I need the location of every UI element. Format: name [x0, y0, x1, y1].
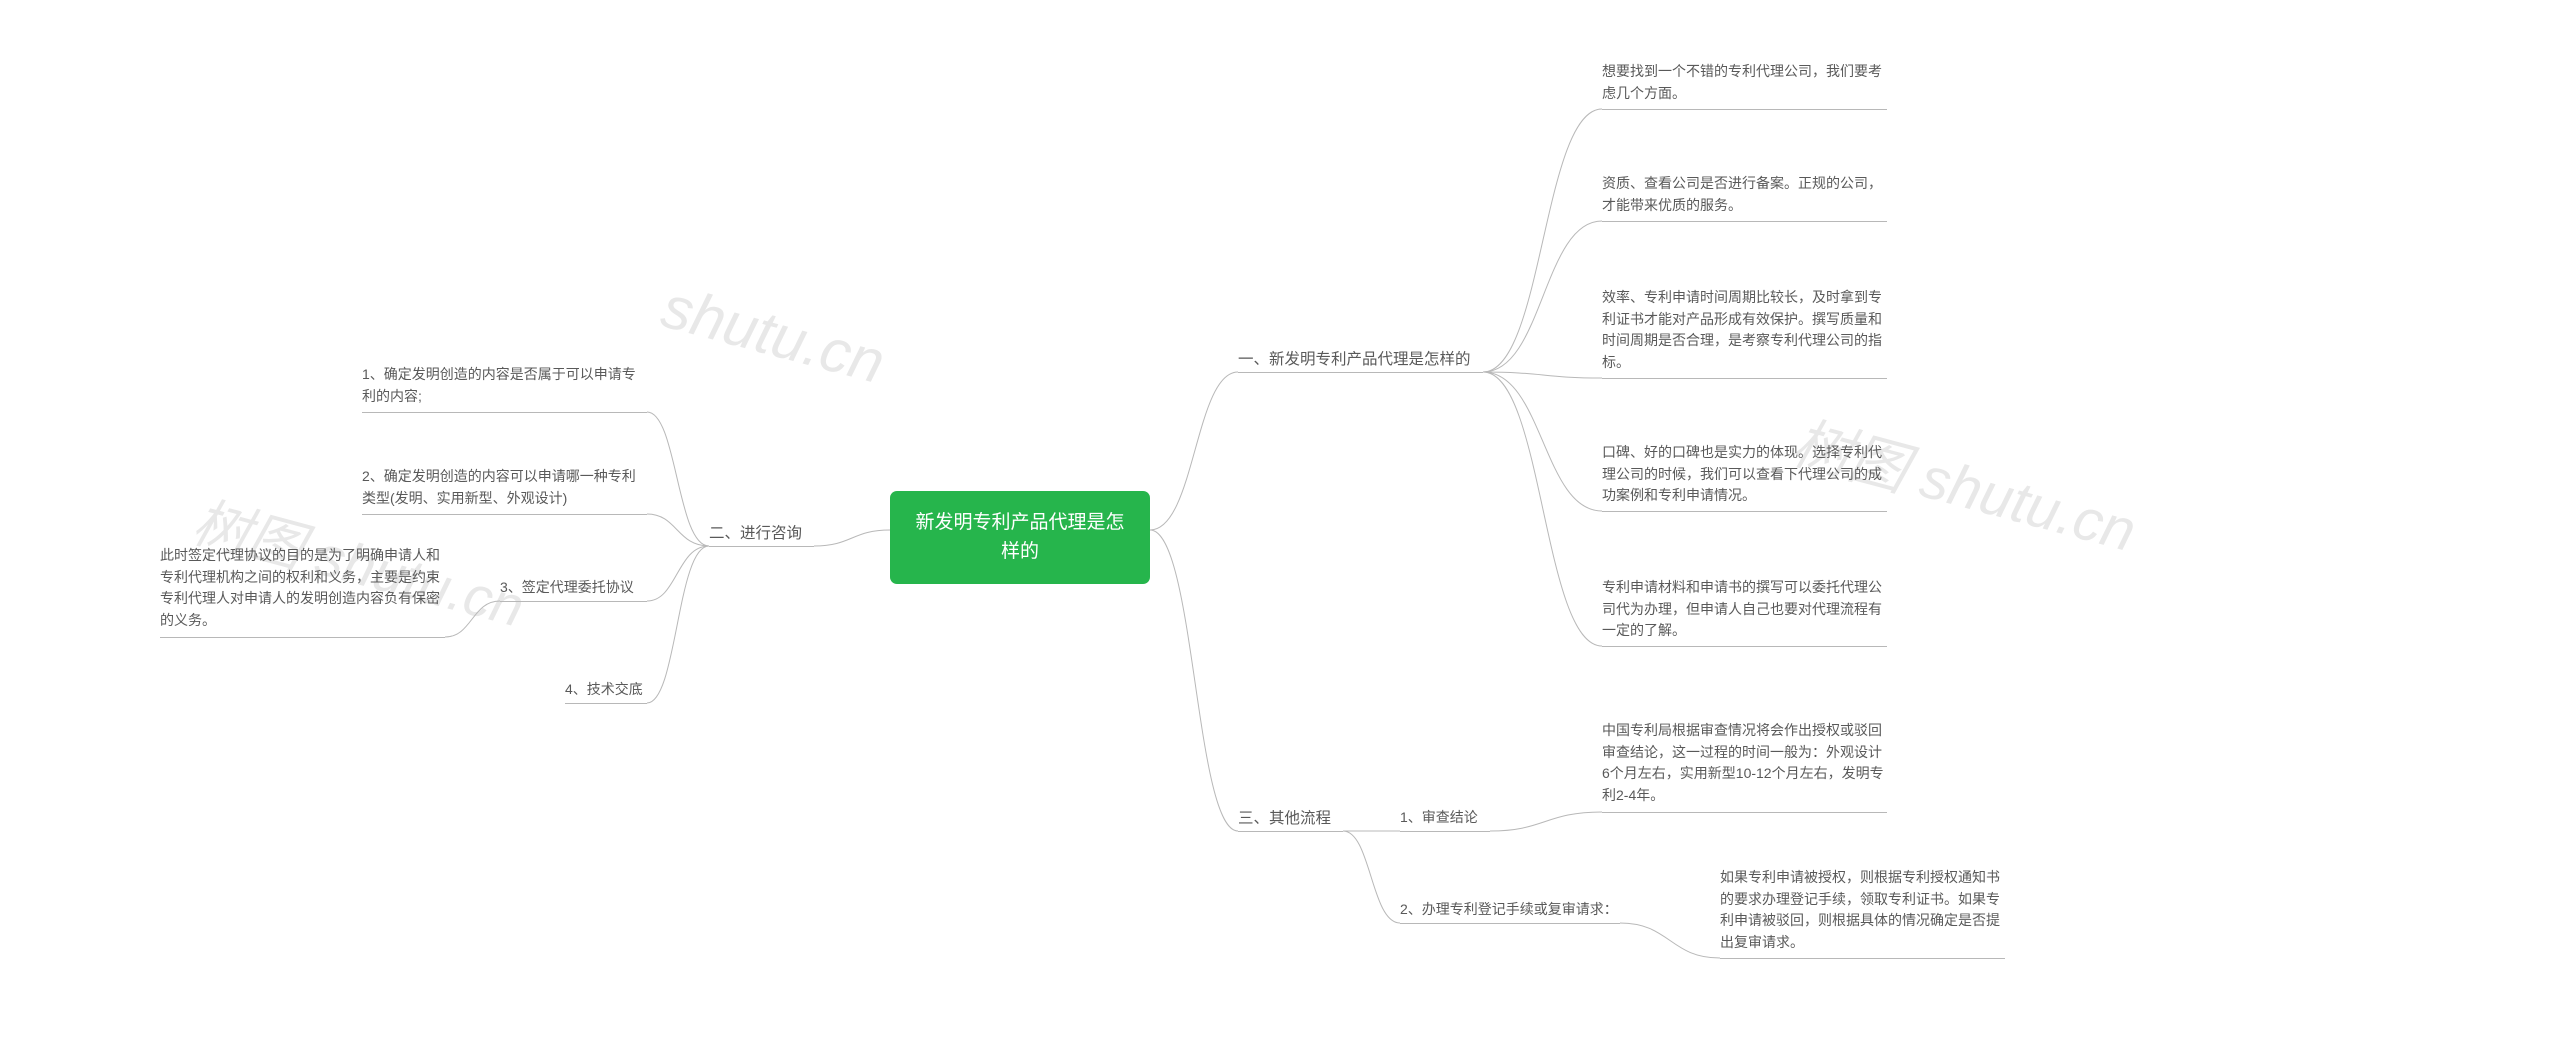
leaf-b2c4: 4、技术交底	[565, 679, 643, 701]
root-node: 新发明专利产品代理是怎 样的	[890, 491, 1150, 584]
branch-1: 一、新发明专利产品代理是怎样的	[1238, 348, 1471, 372]
root-line2: 样的	[1001, 541, 1039, 562]
leaf-b1c5: 专利申请材料和申请书的撰写可以委托代理公司代为办理，但申请人自己也要对代理流程有…	[1602, 577, 1887, 642]
leaf-b2c3: 3、签定代理委托协议	[500, 577, 634, 599]
leaf-b2c3a: 此时签定代理协议的目的是为了明确申请人和专利代理机构之间的权利和义务，主要是约束…	[160, 545, 445, 632]
leaf-b2c3a-underline	[160, 637, 445, 638]
leaf-b1c3: 效率、专利申请时间周期比较长，及时拿到专利证书才能对产品形成有效保护。撰写质量和…	[1602, 287, 1887, 374]
connector-b2c3-child	[445, 0, 525, 1059]
leaf-b3c2: 2、办理专利登记手续或复审请求：	[1400, 899, 1618, 921]
branch-2: 二、进行咨询	[709, 522, 802, 546]
leaf-b2c2: 2、确定发明创造的内容可以申请哪一种专利类型(发明、实用新型、外观设计)	[362, 466, 647, 509]
leaf-b1c1: 想要找到一个不错的专利代理公司，我们要考虑几个方面。	[1602, 61, 1887, 104]
leaf-b1c4: 口碑、好的口碑也是实力的体现。选择专利代理公司的时候，我们可以查看下代理公司的成…	[1602, 442, 1887, 507]
leaf-b1c2: 资质、查看公司是否进行备案。正规的公司，才能带来优质的服务。	[1602, 173, 1887, 216]
leaf-b3c1: 1、审查结论	[1400, 807, 1478, 829]
leaf-b2c1: 1、确定发明创造的内容是否属于可以申请专利的内容;	[362, 364, 647, 407]
branch-3: 三、其他流程	[1238, 807, 1331, 831]
root-line1: 新发明专利产品代理是怎	[915, 512, 1124, 533]
leaf-b3c2a: 如果专利申请被授权，则根据专利授权通知书的要求办理登记手续，领取专利证书。如果专…	[1720, 867, 2005, 954]
leaf-b3c1a: 中国专利局根据审查情况将会作出授权或驳回审查结论，这一过程的时间一般为：外观设计…	[1602, 720, 1887, 807]
leaf-b2c4-underline	[565, 703, 647, 704]
